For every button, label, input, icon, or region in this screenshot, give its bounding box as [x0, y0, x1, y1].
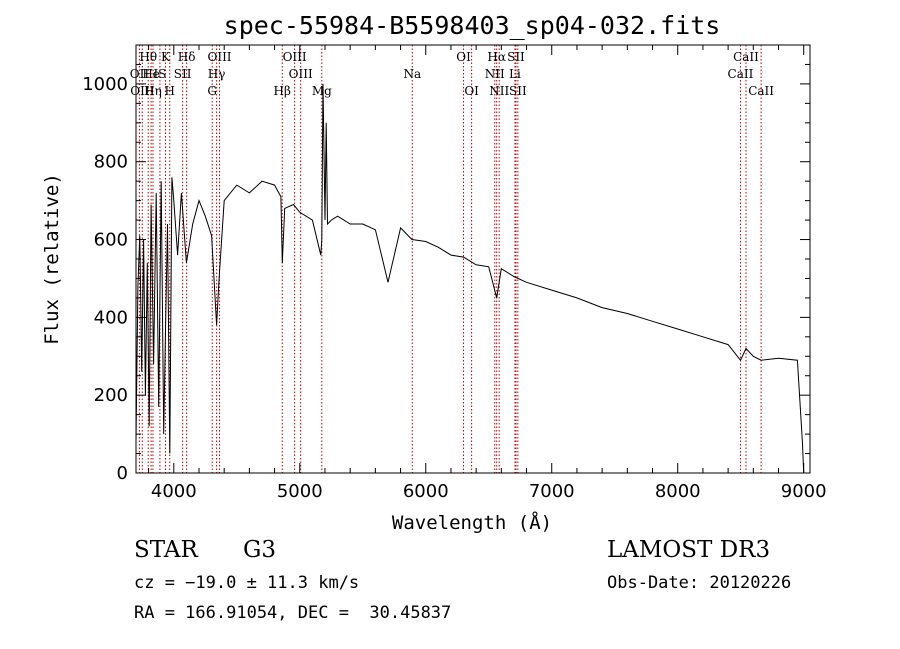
- flux-series-line: [135, 83, 805, 474]
- line-label-24: NII: [489, 84, 509, 98]
- survey-name: LAMOST DR3: [607, 537, 771, 563]
- spectral-line-markers: [138, 45, 762, 473]
- line-label-5: K: [161, 50, 171, 64]
- line-label-1: OII: [130, 67, 150, 81]
- line-label-13: OIII: [283, 50, 307, 64]
- y-axis-label: Flux (relative): [41, 173, 63, 345]
- observation-date: Obs-Date: 20120226: [607, 573, 792, 593]
- y-tick-label-400: 400: [94, 307, 128, 328]
- axis-tick-labels: 4000 5000 6000 7000 8000 9000 0 200 400 600 800 100…: [82, 74, 826, 502]
- x-tick-label-7000: 7000: [529, 481, 575, 502]
- line-label-8: SII: [174, 67, 192, 81]
- x-tick-label-4000: 4000: [151, 481, 197, 502]
- line-label-19: OI: [464, 84, 479, 98]
- line-label-26: CaII: [733, 50, 759, 64]
- line-label-28: CaII: [748, 84, 774, 98]
- line-label-3: He: [142, 67, 160, 81]
- y-tick-label-200: 200: [94, 385, 128, 406]
- line-label-9: Hδ: [178, 50, 196, 64]
- line-label-11: Hγ: [208, 67, 226, 81]
- line-label-14: OIII: [289, 67, 313, 81]
- x-tick-label-9000: 9000: [781, 481, 827, 502]
- object-class: STAR: [134, 537, 198, 563]
- line-label-18: OI: [456, 50, 471, 64]
- line-label-16: Mg: [312, 84, 332, 98]
- ra-dec-coordinates: RA = 166.91054, DEC = 30.45837: [134, 603, 452, 623]
- line-label-12: G: [207, 84, 217, 98]
- line-label-0: Hθ: [139, 50, 157, 64]
- line-label-27: CaII: [728, 67, 754, 81]
- line-label-4: Hη: [144, 84, 162, 98]
- line-label-7: H: [165, 84, 175, 98]
- chart-title: spec-55984-B5598403_sp04-032.fits: [224, 11, 721, 40]
- line-label-21: SII: [507, 50, 525, 64]
- line-label-17: Na: [403, 67, 421, 81]
- y-tick-label-600: 600: [94, 230, 128, 251]
- y-tick-label-800: 800: [94, 152, 128, 173]
- line-label-15: Hβ: [274, 84, 291, 98]
- line-label-10: OIII: [207, 50, 231, 64]
- line-label-20: Hα: [487, 50, 506, 64]
- line-label-25: SII: [509, 84, 527, 98]
- line-label-22: NII: [485, 67, 505, 81]
- plot-frame: [135, 44, 811, 474]
- x-tick-label-6000: 6000: [403, 481, 449, 502]
- y-tick-label-1000: 1000: [82, 74, 128, 95]
- axis-ticks: [136, 44, 810, 474]
- redshift-velocity: cz = −19.0 ± 11.3 km/s: [134, 573, 360, 593]
- object-subclass: G3: [243, 537, 277, 563]
- line-label-23: Li: [509, 67, 521, 81]
- x-tick-label-8000: 8000: [655, 481, 701, 502]
- x-axis-label: Wavelength (Å): [392, 511, 552, 534]
- x-tick-label-5000: 5000: [277, 481, 323, 502]
- y-tick-label-0: 0: [117, 463, 128, 484]
- line-label-6: IS: [153, 67, 166, 81]
